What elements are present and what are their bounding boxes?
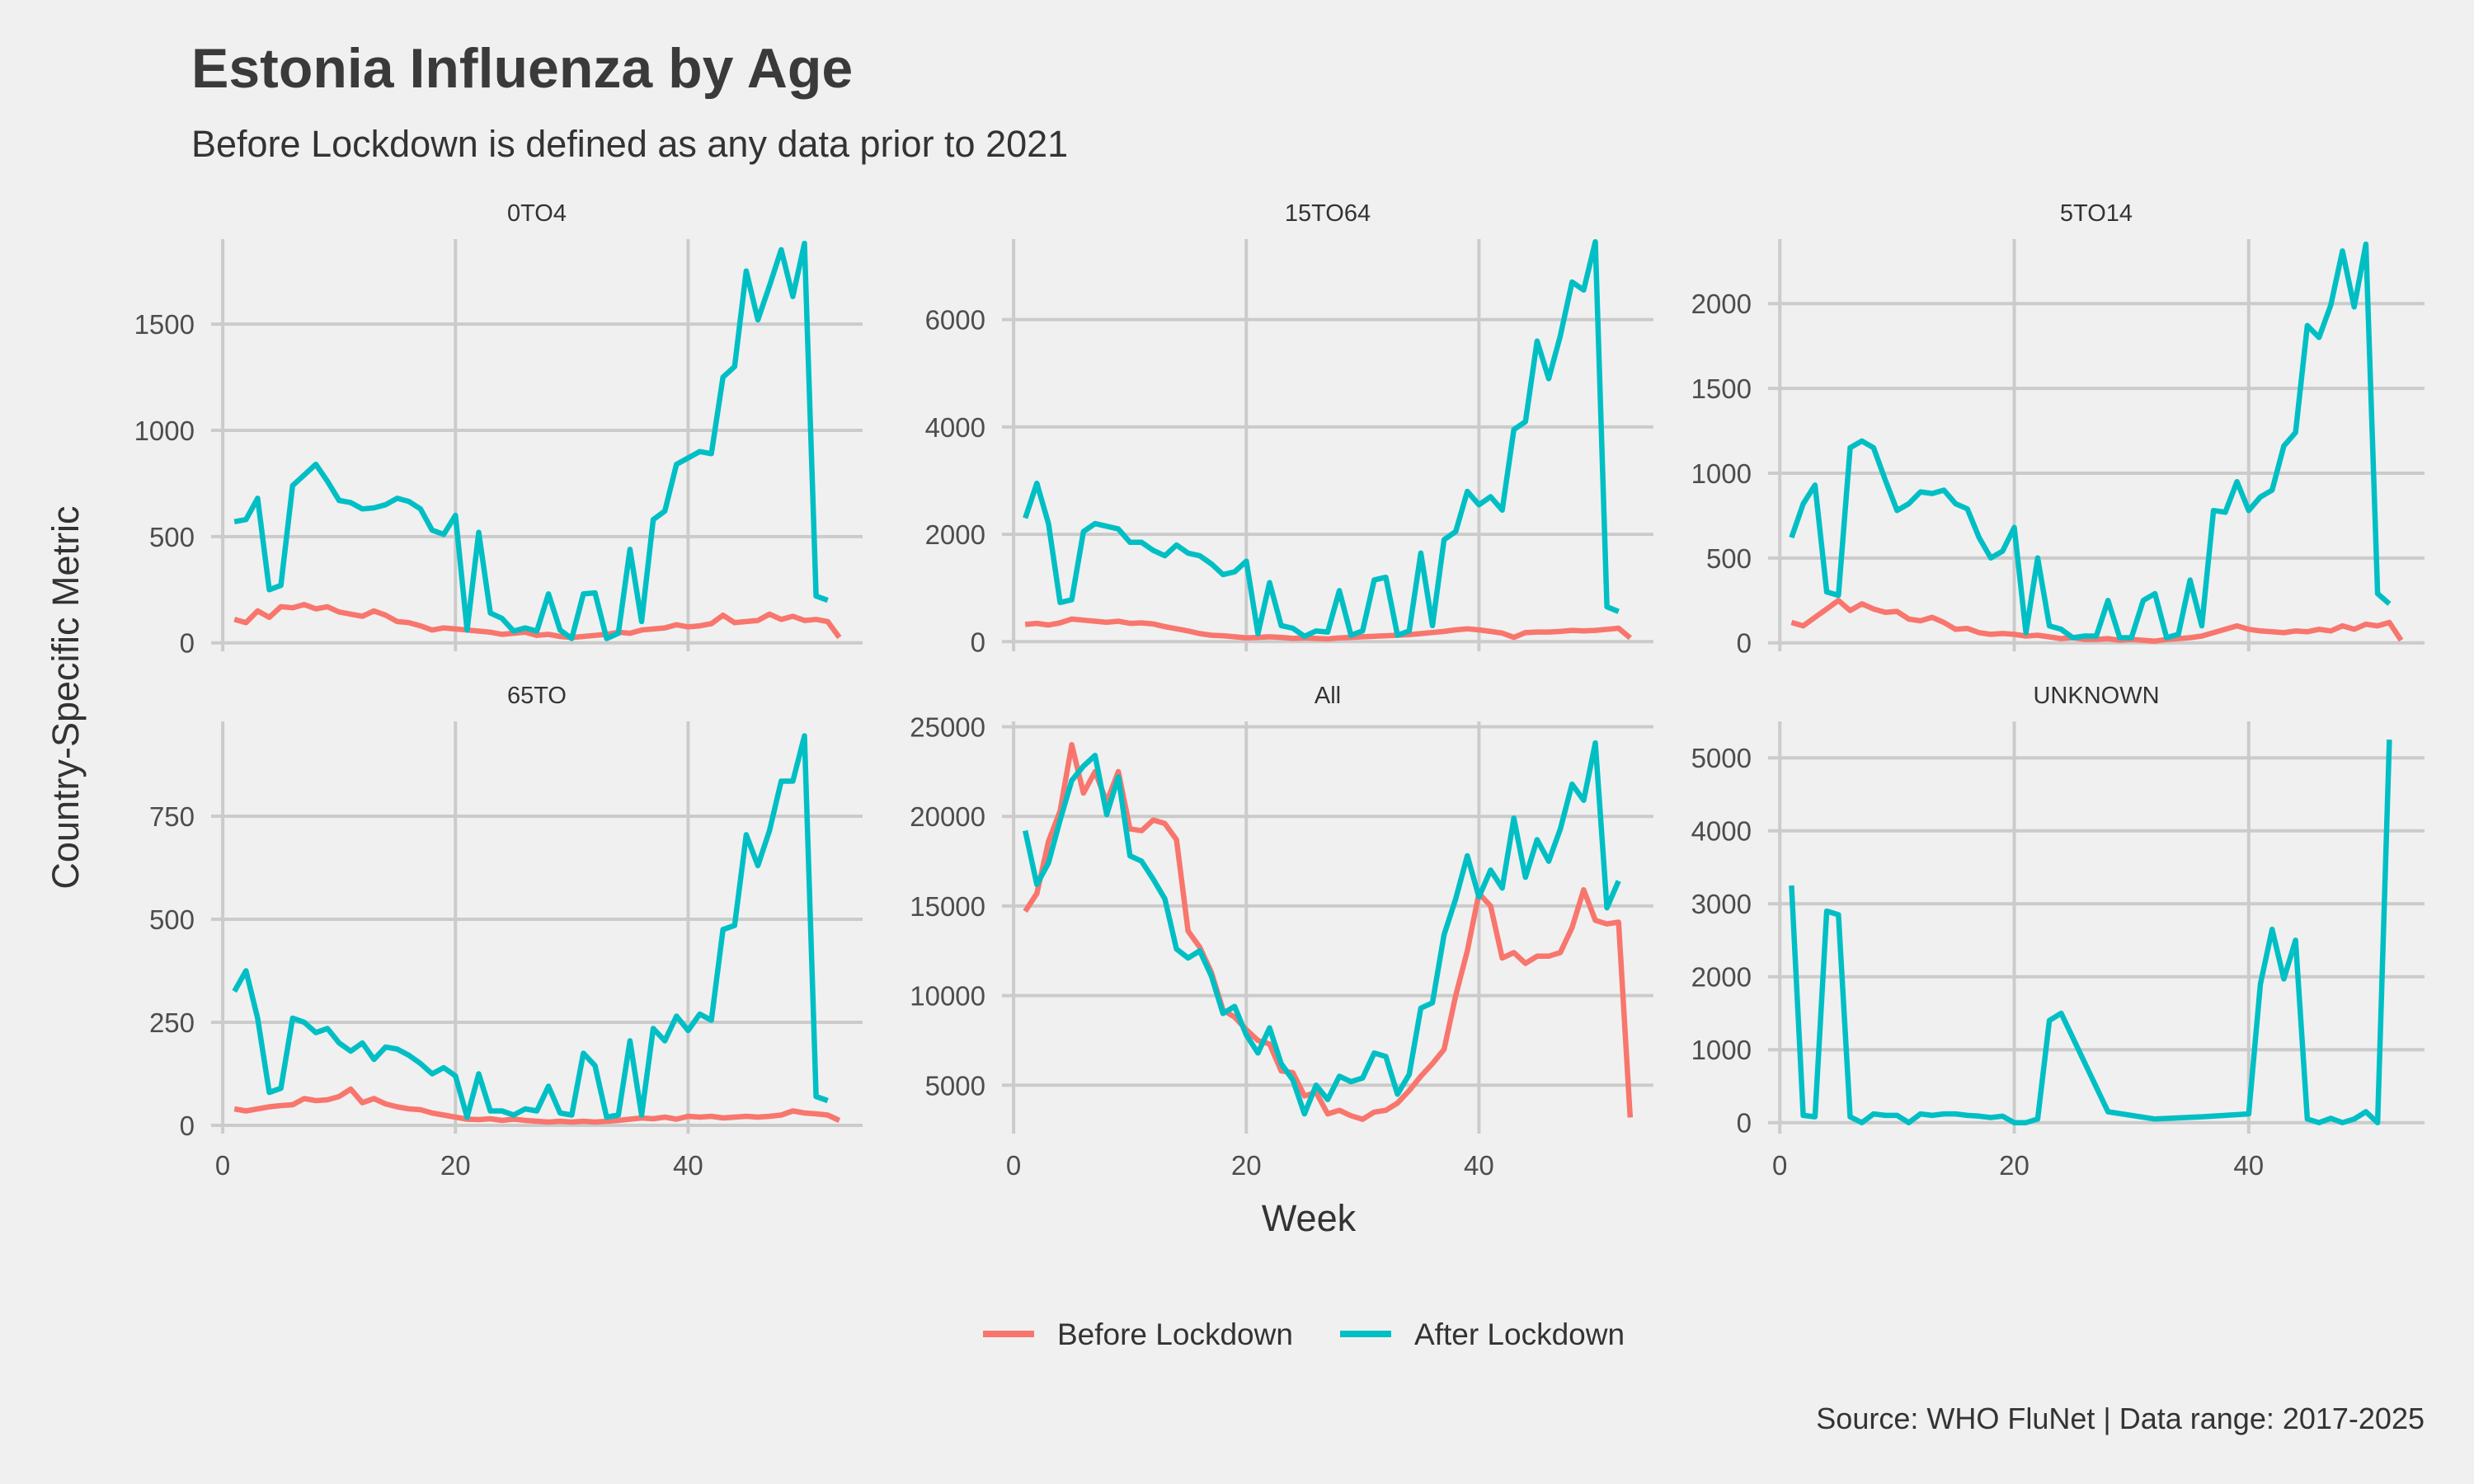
panel-label-all: All xyxy=(1315,683,1341,709)
y-tick-label: 6000 xyxy=(925,305,985,336)
series-line-after-lockdown-all xyxy=(1023,740,1621,1117)
x-tick-label: 0 xyxy=(215,1150,230,1181)
panel-label-0to4: 0TO4 xyxy=(507,200,567,227)
y-tick-label: 1000 xyxy=(134,416,195,446)
y-tick-label: 0 xyxy=(1737,628,1752,659)
x-tick-label: 40 xyxy=(673,1150,703,1181)
y-tick-label: 750 xyxy=(149,801,195,832)
panel-15to64: 15TO64 0 2000 4000 6000 xyxy=(925,200,1653,657)
y-tick-label: 0 xyxy=(1737,1108,1752,1139)
y-tick-label: 4000 xyxy=(1691,816,1752,847)
x-axis-label: Week xyxy=(1262,1197,1357,1239)
y-tick-label: 2000 xyxy=(1691,289,1752,319)
y-tick-label: 1000 xyxy=(1691,458,1752,489)
series-line-before-lockdown-15to64 xyxy=(1024,616,1632,642)
y-tick-label: 500 xyxy=(149,904,195,935)
panel-label-65to: 65TO xyxy=(507,683,567,709)
y-tick-label: 1500 xyxy=(134,309,195,340)
legend-label: After Lockdown xyxy=(1414,1317,1625,1351)
panel-all: All 5000 10000 15000 20000 25000 0 20 40 xyxy=(910,683,1653,1181)
y-tick-label: 3000 xyxy=(1691,889,1752,919)
x-tick-label: 20 xyxy=(440,1150,471,1181)
legend: Before Lockdown After Lockdown xyxy=(983,1317,1625,1351)
series-line-after-lockdown-0to4 xyxy=(233,240,829,641)
y-tick-label: 25000 xyxy=(910,712,985,743)
series-line-after-lockdown-15to64 xyxy=(1023,239,1620,640)
y-tick-label: 0 xyxy=(180,1111,195,1141)
y-tick-label: 5000 xyxy=(1691,743,1752,773)
y-tick-label: 250 xyxy=(149,1007,195,1038)
y-tick-label: 20000 xyxy=(910,801,985,832)
chart-title: Estonia Influenza by Age xyxy=(191,37,853,100)
y-tick-label: 2000 xyxy=(1691,962,1752,993)
y-axis-label: Country-Specific Metric xyxy=(45,505,87,889)
series-line-after-lockdown-65to xyxy=(232,733,829,1120)
y-tick-label: 500 xyxy=(149,522,195,552)
facet-panels: 0TO405001000150015TO6402000400060005TO14… xyxy=(134,200,2425,1181)
series-line-after-lockdown-unknown xyxy=(1789,740,2392,1125)
y-tick-label: 15000 xyxy=(910,891,985,922)
legend-item-after-lockdown: After Lockdown xyxy=(1340,1317,1625,1351)
panel-unknown: UNKNOWN 0 1000 2000 3000 4000 5000 0 20 40 xyxy=(1691,683,2425,1181)
x-tick-label: 20 xyxy=(1999,1150,2030,1181)
chart-caption: Source: WHO FluNet | Data range: 2017-20… xyxy=(1816,1402,2425,1435)
y-tick-label: 1500 xyxy=(1691,373,1752,404)
x-tick-label: 0 xyxy=(1772,1150,1787,1181)
series-line-before-lockdown-65to xyxy=(233,1086,841,1125)
x-tick-label: 40 xyxy=(2233,1150,2264,1181)
legend-item-before-lockdown: Before Lockdown xyxy=(983,1317,1293,1351)
panel-5to14: 5TO14 0 500 1000 1500 2000 xyxy=(1691,200,2425,659)
series-line-before-lockdown-5to14 xyxy=(1790,598,2404,644)
panel-65to: 65TO 0 250 500 750 0 20 40 xyxy=(149,683,863,1181)
x-tick-label: 40 xyxy=(1464,1150,1494,1181)
y-tick-label: 500 xyxy=(1706,543,1752,574)
x-tick-label: 20 xyxy=(1231,1150,1262,1181)
panel-label-5to14: 5TO14 xyxy=(2060,200,2133,227)
series-line-before-lockdown-0to4 xyxy=(233,602,842,641)
panel-0to4: 0TO4 0 500 1000 1500 xyxy=(134,200,863,659)
y-tick-label: 4000 xyxy=(925,412,985,443)
legend-label: Before Lockdown xyxy=(1057,1317,1293,1351)
y-tick-label: 2000 xyxy=(925,519,985,550)
y-tick-label: 1000 xyxy=(1691,1035,1752,1065)
panel-label-15to64: 15TO64 xyxy=(1285,200,1371,227)
x-tick-label: 0 xyxy=(1006,1150,1021,1181)
series-line-after-lockdown-5to14 xyxy=(1789,241,2392,641)
chart-subtitle: Before Lockdown is defined as any data p… xyxy=(191,123,1068,165)
y-tick-label: 10000 xyxy=(910,981,985,1012)
y-tick-label: 0 xyxy=(971,627,985,657)
panel-label-unknown: UNKNOWN xyxy=(2033,683,2159,709)
y-tick-label: 0 xyxy=(180,628,195,659)
series-line-before-lockdown-all xyxy=(1023,742,1634,1122)
y-tick-label: 5000 xyxy=(925,1070,985,1101)
